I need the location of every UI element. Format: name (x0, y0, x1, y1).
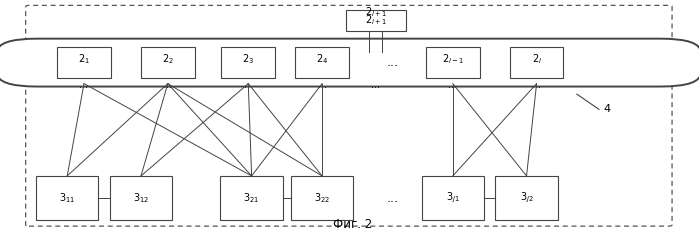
Bar (222, 47, 275, 78)
Text: 2$_3$: 2$_3$ (243, 52, 254, 66)
Text: ...: ... (448, 80, 457, 90)
Text: 3$_{j2}$: 3$_{j2}$ (519, 191, 533, 205)
Text: 2$_2$: 2$_2$ (162, 52, 174, 66)
Text: ...: ... (80, 80, 89, 90)
Bar (426, 47, 480, 78)
Text: 2$_1$: 2$_1$ (78, 52, 90, 66)
Text: 4: 4 (604, 104, 611, 114)
Text: 3$_{21}$: 3$_{21}$ (243, 191, 260, 205)
Text: 2$_{l+1}$: 2$_{l+1}$ (365, 14, 387, 27)
Bar (291, 176, 353, 220)
Bar (510, 47, 563, 78)
Text: Фиг. 2: Фиг. 2 (333, 218, 372, 231)
Text: ...: ... (317, 80, 326, 90)
Text: 2$_{l-1}$: 2$_{l-1}$ (442, 52, 464, 66)
Text: 3$_{12}$: 3$_{12}$ (133, 191, 149, 205)
Text: ...: ... (387, 56, 398, 69)
Bar (496, 176, 558, 220)
Text: 2$_l$: 2$_l$ (531, 52, 542, 66)
Text: ...: ... (532, 80, 541, 90)
Text: 2$_{l+1}$: 2$_{l+1}$ (365, 5, 387, 19)
Text: ...: ... (244, 80, 253, 90)
Bar (57, 47, 111, 78)
Text: ...: ... (387, 192, 398, 205)
Bar (36, 176, 99, 220)
FancyBboxPatch shape (0, 39, 699, 86)
Text: 3$_{11}$: 3$_{11}$ (59, 191, 75, 205)
Bar (295, 47, 349, 78)
Bar (141, 47, 194, 78)
Bar (345, 10, 406, 31)
Text: 2$_4$: 2$_4$ (316, 52, 328, 66)
Bar (421, 176, 484, 220)
Text: 3$_{22}$: 3$_{22}$ (314, 191, 330, 205)
Text: ...: ... (371, 80, 380, 90)
Text: 3$_{j1}$: 3$_{j1}$ (446, 191, 460, 205)
Bar (220, 176, 283, 220)
Text: ...: ... (164, 80, 173, 90)
Bar (110, 176, 172, 220)
